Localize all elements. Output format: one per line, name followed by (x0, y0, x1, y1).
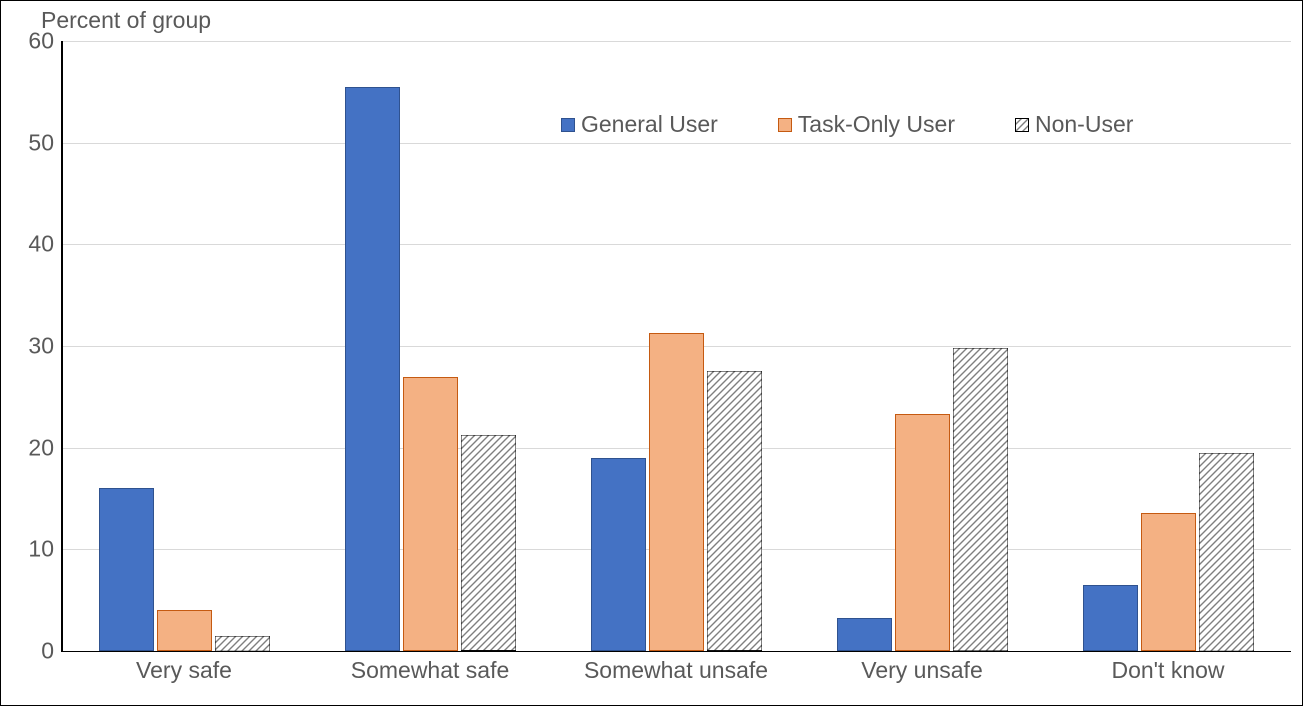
bar-task-only-user (895, 414, 950, 651)
chart-container: Percent of group 0 10 20 30 40 50 60 Very safe… (0, 0, 1303, 706)
y-axis-line (61, 41, 63, 651)
y-axis-title: Percent of group (41, 7, 211, 34)
y-tick-label: 50 (14, 129, 54, 156)
gridline (61, 143, 1291, 144)
legend-label: Task-Only User (798, 111, 955, 138)
bar-non-user (215, 636, 270, 651)
y-tick-label: 40 (14, 231, 54, 258)
bar-general-user (837, 618, 892, 651)
y-tick-label: 0 (14, 638, 54, 665)
y-tick-label: 10 (14, 536, 54, 563)
bar-general-user (99, 488, 154, 651)
bar-task-only-user (403, 377, 458, 652)
gridline (61, 244, 1291, 245)
bar-non-user (707, 371, 762, 651)
bar-non-user (461, 435, 516, 651)
bar-general-user (345, 87, 400, 651)
y-tick-label: 60 (14, 28, 54, 55)
bar-task-only-user (1141, 513, 1196, 651)
legend-label: Non-User (1035, 111, 1133, 138)
y-tick-label: 30 (14, 333, 54, 360)
legend-swatch (561, 118, 575, 132)
bar-general-user (1083, 585, 1138, 651)
x-category-label: Somewhat unsafe (584, 657, 768, 684)
gridline (61, 651, 1291, 652)
legend-item: Non-User (1015, 111, 1133, 138)
x-category-label: Don't know (1111, 657, 1224, 684)
legend-item: Task-Only User (778, 111, 955, 138)
legend: General User Task-Only User Non-User (561, 111, 1133, 138)
bar-non-user (953, 348, 1008, 651)
bar-general-user (591, 458, 646, 651)
y-tick-label: 20 (14, 434, 54, 461)
bar-task-only-user (157, 610, 212, 651)
x-category-label: Very safe (136, 657, 232, 684)
x-category-label: Very unsafe (861, 657, 982, 684)
bar-non-user (1199, 453, 1254, 651)
x-category-label: Somewhat safe (351, 657, 510, 684)
bar-task-only-user (649, 333, 704, 651)
legend-swatch (1015, 118, 1029, 132)
legend-swatch (778, 118, 792, 132)
gridline (61, 41, 1291, 42)
legend-label: General User (581, 111, 718, 138)
legend-item: General User (561, 111, 718, 138)
